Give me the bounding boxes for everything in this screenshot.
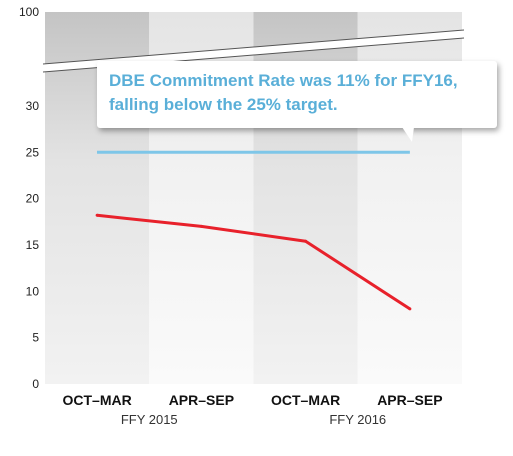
data-point xyxy=(199,224,203,228)
y-tick-label: 25 xyxy=(26,145,40,159)
y-tick-label: 20 xyxy=(26,192,40,206)
data-point xyxy=(304,239,308,243)
y-tick-label: 0 xyxy=(32,377,39,391)
x-group-label: FFY 2015 xyxy=(121,412,178,427)
series-layer xyxy=(95,213,412,311)
y-tick-label: 10 xyxy=(26,284,40,298)
y-axis-ticks: 0 5 10 15 20 25 30 100 xyxy=(19,5,39,391)
x-category-label: OCT–MAR xyxy=(63,392,132,408)
x-axis-groups: FFY 2015 FFY 2016 xyxy=(121,412,386,427)
axis-break-line xyxy=(42,29,465,65)
x-category-label: APR–SEP xyxy=(377,392,442,408)
x-group-label: FFY 2016 xyxy=(329,412,386,427)
y-tick-label: 5 xyxy=(32,331,39,345)
x-category-label: OCT–MAR xyxy=(271,392,340,408)
y-tick-label: 100 xyxy=(19,5,39,19)
annotation-text: DBE Commitment Rate was 11% for FFY16, f… xyxy=(109,71,458,114)
y-tick-label: 30 xyxy=(26,99,40,113)
data-point xyxy=(95,213,99,217)
callout-pointer xyxy=(402,127,414,142)
x-category-label: APR–SEP xyxy=(169,392,234,408)
data-point xyxy=(408,307,412,311)
annotation-callout: DBE Commitment Rate was 11% for FFY16, f… xyxy=(97,61,497,142)
y-tick-label: 15 xyxy=(26,238,40,252)
x-axis-categories: OCT–MAR APR–SEP OCT–MAR APR–SEP xyxy=(63,392,443,408)
series-line xyxy=(96,213,411,311)
